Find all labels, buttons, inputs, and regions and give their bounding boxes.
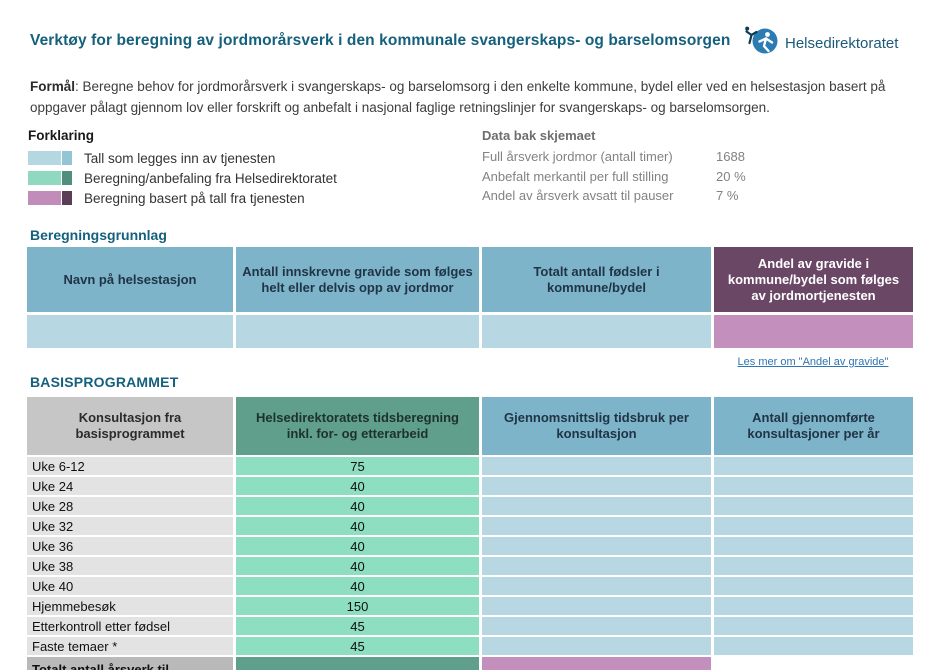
andel-av-gravide-link[interactable]: Les mer om "Andel av gravide" xyxy=(737,356,889,368)
input-cell-antall[interactable] xyxy=(714,557,913,575)
legend-title: Forklaring xyxy=(28,128,95,143)
row-label: Faste temaer * xyxy=(27,637,233,655)
total-hdir-cell xyxy=(236,657,479,670)
col-header-andel-gravide: Andel av gravide i kommune/bydel som føl… xyxy=(714,247,913,312)
col-header-tidsberegning: Helsedirektoratets tidsberegning inkl. f… xyxy=(236,397,479,455)
input-cell-tidsbruk[interactable] xyxy=(482,577,711,595)
input-cell-helsestasjon[interactable] xyxy=(27,315,233,348)
data-behind-row: Andel av årsverk avsatt til pauser 7 % xyxy=(482,188,746,208)
data-behind-row: Full årsverk jordmor (antall timer) 1688 xyxy=(482,149,746,169)
calc-cell-andel-gravide xyxy=(714,315,913,348)
data-behind-value: 20 % xyxy=(716,168,746,184)
row-label: Hjemmebesøk xyxy=(27,597,233,615)
logo-wordmark: Helsedirektoratet xyxy=(785,35,899,52)
legend: Forklaring Tall som legges inn av tjenes… xyxy=(28,128,337,208)
hdir-time-cell: 40 xyxy=(236,497,479,515)
row-label: Uke 38 xyxy=(27,557,233,575)
data-behind-label: Andel av årsverk avsatt til pauser xyxy=(482,188,674,203)
page-title: Verktøy for beregning av jordmorårsverk … xyxy=(30,32,731,49)
hdir-time-cell: 40 xyxy=(236,517,479,535)
input-cell-tidsbruk[interactable] xyxy=(482,477,711,495)
legend-item-hdir: Beregning/anbefaling fra Helsedirektorat… xyxy=(28,168,337,188)
input-cell-antall[interactable] xyxy=(714,457,913,475)
hdir-time-cell: 45 xyxy=(236,637,479,655)
row-label: Uke 24 xyxy=(27,477,233,495)
col-header-innskrevne-gravide: Antall innskrevne gravide som følges hel… xyxy=(236,247,479,312)
col-header-konsultasjon: Konsultasjon fra basisprogrammet xyxy=(27,397,233,455)
total-calc-cell xyxy=(482,657,711,670)
col-header-antall-fodsler: Totalt antall fødsler i kommune/bydel xyxy=(482,247,711,312)
helsedirektoratet-logo-icon xyxy=(744,25,778,62)
section-title-beregningsgrunnlag: Beregningsgrunnlag xyxy=(30,227,167,243)
data-behind-value: 1688 xyxy=(716,149,745,164)
total-empty-cell xyxy=(714,657,913,670)
input-cell-antall[interactable] xyxy=(714,477,913,495)
data-behind-panel: Data bak skjemaet Full årsverk jordmor (… xyxy=(482,128,746,208)
input-cell-antall[interactable] xyxy=(714,537,913,555)
row-label: Uke 36 xyxy=(27,537,233,555)
input-cell-tidsbruk[interactable] xyxy=(482,497,711,515)
legend-item-input: Tall som legges inn av tjenesten xyxy=(28,148,337,168)
purpose-text: : Beregne behov for jordmorårsverk i sva… xyxy=(30,79,886,115)
input-cell-tidsbruk[interactable] xyxy=(482,617,711,635)
hdir-time-cell: 40 xyxy=(236,557,479,575)
input-cell-tidsbruk[interactable] xyxy=(482,637,711,655)
andel-av-gravide-link-wrap: Les mer om "Andel av gravide" xyxy=(713,352,913,370)
row-label: Uke 40 xyxy=(27,577,233,595)
data-behind-value: 7 % xyxy=(716,188,739,203)
input-cell-tidsbruk[interactable] xyxy=(482,537,711,555)
purpose-label: Formål xyxy=(30,79,76,94)
legend-swatch-blue xyxy=(28,151,72,165)
col-header-helsestasjon: Navn på helsestasjon xyxy=(27,247,233,312)
input-cell-tidsbruk[interactable] xyxy=(482,557,711,575)
hdir-time-cell: 40 xyxy=(236,577,479,595)
row-label: Uke 6-12 xyxy=(27,457,233,475)
legend-item-calc: Beregning basert på tall fra tjenesten xyxy=(28,188,337,208)
data-behind-title: Data bak skjemaet xyxy=(482,128,596,143)
legend-label: Tall som legges inn av tjenesten xyxy=(84,150,276,166)
row-label: Uke 32 xyxy=(27,517,233,535)
input-cell-antall[interactable] xyxy=(714,517,913,535)
legend-swatch-green xyxy=(28,171,72,185)
legend-label: Beregning basert på tall fra tjenesten xyxy=(84,190,305,206)
hdir-time-cell: 40 xyxy=(236,537,479,555)
section-title-basisprogrammet: BASISPROGRAMMET xyxy=(30,374,179,390)
input-cell-antall[interactable] xyxy=(714,617,913,635)
input-cell-tidsbruk[interactable] xyxy=(482,517,711,535)
hdir-time-cell: 40 xyxy=(236,477,479,495)
hdir-time-cell: 45 xyxy=(236,617,479,635)
basisprogrammet-table: Konsultasjon fra basisprogrammet Helsedi… xyxy=(27,397,913,670)
data-behind-label: Full årsverk jordmor (antall timer) xyxy=(482,149,673,164)
hdir-time-cell: 75 xyxy=(236,457,479,475)
helsedirektoratet-logo: Helsedirektoratet xyxy=(744,25,898,62)
input-cell-antall[interactable] xyxy=(714,637,913,655)
input-cell-tidsbruk[interactable] xyxy=(482,597,711,615)
input-cell-antall[interactable] xyxy=(714,577,913,595)
input-cell-antall[interactable] xyxy=(714,597,913,615)
input-cell-tidsbruk[interactable] xyxy=(482,457,711,475)
beregningsgrunnlag-table: Navn på helsestasjon Antall innskrevne g… xyxy=(27,247,913,348)
data-behind-row: Anbefalt merkantil per full stilling 20 … xyxy=(482,169,746,189)
input-cell-innskrevne-gravide[interactable] xyxy=(236,315,479,348)
hdir-time-cell: 150 xyxy=(236,597,479,615)
total-row-label: Totalt antall årsverk til xyxy=(27,657,233,670)
input-cell-antall[interactable] xyxy=(714,497,913,515)
purpose-paragraph: Formål: Beregne behov for jordmorårsverk… xyxy=(30,76,912,118)
col-header-antall-konsultasjoner: Antall gjennomførte konsultasjoner per å… xyxy=(714,397,913,455)
legend-label: Beregning/anbefaling fra Helsedirektorat… xyxy=(84,170,337,186)
row-label: Etterkontroll etter fødsel xyxy=(27,617,233,635)
input-cell-antall-fodsler[interactable] xyxy=(482,315,711,348)
data-behind-label: Anbefalt merkantil per full stilling xyxy=(482,168,669,184)
legend-swatch-purple xyxy=(28,191,72,205)
row-label: Uke 28 xyxy=(27,497,233,515)
col-header-tidsbruk: Gjennomsnittslig tidsbruk per konsultasj… xyxy=(482,397,711,455)
